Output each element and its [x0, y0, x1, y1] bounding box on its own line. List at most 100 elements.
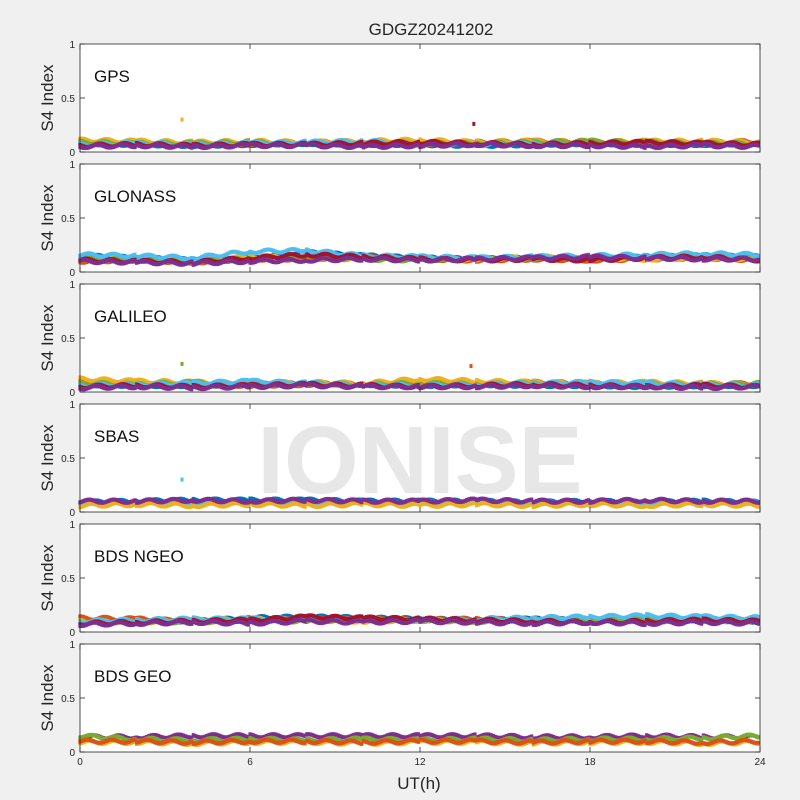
data-point	[671, 139, 675, 144]
data-point	[735, 141, 739, 146]
data-point	[741, 145, 745, 150]
data-point	[756, 143, 760, 148]
data-point	[366, 140, 370, 145]
data-point	[535, 144, 539, 149]
data-point	[151, 257, 155, 262]
data-point	[311, 142, 315, 147]
data-point	[88, 139, 92, 144]
data-point	[138, 137, 142, 142]
data-point	[553, 140, 557, 145]
data-point	[411, 139, 415, 144]
data-point	[700, 143, 704, 148]
data-point	[748, 255, 752, 260]
data-point	[341, 144, 345, 149]
data-point	[456, 144, 460, 149]
data-point	[513, 141, 517, 146]
data-point	[150, 143, 154, 148]
data-point	[431, 141, 435, 146]
data-point	[596, 259, 600, 264]
data-point	[290, 141, 294, 146]
data-point	[631, 139, 635, 144]
data-point	[315, 138, 319, 143]
data-point	[276, 142, 280, 147]
data-point	[376, 140, 380, 145]
data-point	[426, 140, 430, 145]
data-point	[303, 142, 307, 147]
data-point	[208, 144, 212, 149]
data-point	[120, 257, 124, 262]
data-point	[591, 140, 595, 145]
data-point	[428, 139, 432, 144]
data-point	[308, 142, 312, 147]
data-point	[510, 142, 514, 147]
data-point	[450, 142, 454, 147]
data-point	[241, 255, 245, 260]
data-point	[465, 138, 469, 143]
data-point	[155, 142, 159, 147]
data-point	[685, 144, 689, 149]
data-point	[180, 258, 184, 263]
data-point	[383, 145, 387, 150]
data-point	[623, 142, 627, 147]
data-point	[715, 138, 719, 143]
data-point	[351, 142, 355, 147]
data-point	[443, 142, 447, 147]
data-point	[401, 140, 405, 145]
data-point	[410, 142, 414, 147]
data-point	[606, 140, 610, 145]
data-point	[738, 145, 742, 150]
data-point	[113, 139, 117, 144]
data-point	[578, 142, 582, 147]
data-point	[381, 142, 385, 147]
data-point	[651, 258, 655, 263]
data-point	[418, 141, 422, 146]
data-point	[583, 259, 587, 264]
data-point	[591, 144, 595, 149]
data-point	[421, 144, 425, 149]
data-point	[680, 137, 684, 142]
data-point	[86, 141, 90, 146]
data-point	[561, 145, 565, 150]
data-point	[465, 142, 469, 147]
data-point	[716, 145, 720, 150]
data-point	[646, 143, 650, 148]
data-point	[100, 143, 104, 148]
data-point	[405, 145, 409, 150]
data-point	[600, 140, 604, 145]
data-point	[146, 139, 150, 144]
data-point	[608, 139, 612, 144]
data-point	[641, 258, 645, 263]
data-point	[725, 142, 729, 147]
data-point	[461, 140, 465, 145]
data-point	[340, 138, 344, 143]
data-point	[655, 141, 659, 146]
data-point	[225, 145, 229, 150]
data-point	[643, 145, 647, 150]
data-point	[360, 139, 364, 144]
data-point	[156, 142, 160, 147]
data-point	[458, 141, 462, 146]
data-point	[353, 144, 357, 149]
data-point	[325, 141, 329, 146]
data-point	[600, 142, 604, 147]
data-point	[463, 143, 467, 148]
data-point	[490, 144, 494, 149]
data-point	[693, 139, 697, 144]
data-point	[380, 258, 384, 263]
data-point	[118, 142, 122, 147]
data-point	[106, 260, 110, 265]
data-point	[93, 143, 97, 148]
data-point	[585, 145, 589, 150]
data-point	[690, 142, 694, 147]
data-point	[601, 144, 605, 149]
data-point	[400, 143, 404, 148]
data-point	[246, 143, 250, 148]
data-point	[176, 257, 180, 262]
data-point	[395, 142, 399, 147]
data-point	[133, 145, 137, 150]
data-point	[711, 141, 715, 146]
data-point	[643, 140, 647, 145]
data-point	[653, 145, 657, 150]
data-point	[370, 142, 374, 147]
data-point	[216, 142, 220, 147]
